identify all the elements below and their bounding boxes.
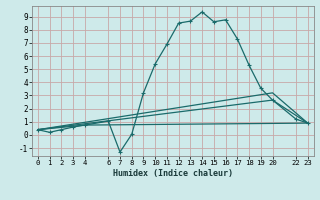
X-axis label: Humidex (Indice chaleur): Humidex (Indice chaleur) xyxy=(113,169,233,178)
